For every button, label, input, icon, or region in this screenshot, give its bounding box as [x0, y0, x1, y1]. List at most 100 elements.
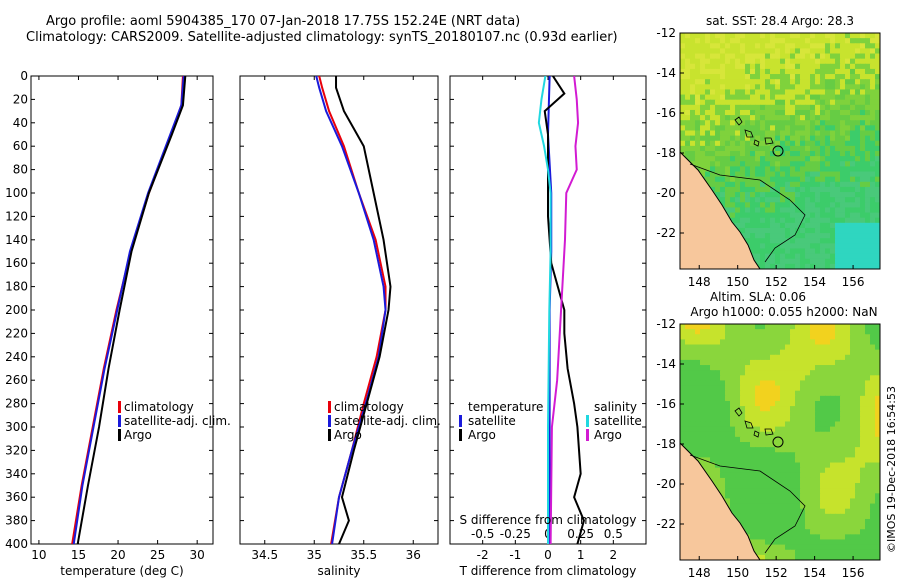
- map-cell: [735, 508, 741, 515]
- map-cell: [860, 140, 866, 147]
- map-cell: [875, 462, 880, 469]
- map-cell: [755, 33, 761, 39]
- map-cell: [765, 539, 771, 546]
- map-cell: [785, 192, 791, 198]
- map-cell: [750, 370, 756, 376]
- map-cell: [785, 324, 791, 330]
- map-cell: [805, 263, 811, 269]
- map-cell: [765, 74, 771, 80]
- map-cell: [815, 431, 821, 438]
- map-cell: [825, 212, 831, 219]
- map-cell: [735, 390, 741, 397]
- map-cell: [815, 544, 821, 551]
- map-cell: [765, 161, 771, 167]
- map-cell: [760, 84, 766, 91]
- map-cell: [875, 166, 880, 173]
- map-cell: [775, 253, 781, 260]
- map-cell: [810, 243, 816, 250]
- map-cell: [700, 104, 706, 111]
- map-cell: [805, 115, 811, 121]
- difference-xlabel: T difference from climatology: [459, 564, 637, 578]
- map-cell: [840, 48, 846, 55]
- map-x-tick-label: 148: [688, 275, 711, 289]
- map-cell: [705, 140, 711, 147]
- map-cell: [760, 334, 766, 340]
- map-cell: [780, 457, 786, 464]
- map-cell: [720, 400, 726, 407]
- map-cell: [720, 436, 726, 443]
- map-cell: [820, 513, 826, 520]
- map-cell: [710, 370, 716, 376]
- map-cell: [845, 68, 851, 75]
- map-cell: [785, 472, 791, 479]
- map-cell: [685, 431, 691, 438]
- map-cell: [845, 238, 851, 244]
- map-cell: [725, 477, 731, 484]
- map-cell: [785, 151, 791, 157]
- map-cell: [790, 156, 796, 162]
- map-cell: [785, 493, 791, 500]
- map-cell: [705, 452, 711, 458]
- map-cell: [700, 58, 706, 65]
- map-cell: [740, 109, 746, 116]
- map-cell: [725, 207, 731, 214]
- map-cell: [825, 534, 831, 541]
- map-cell: [690, 43, 696, 49]
- map-cell: [810, 498, 816, 505]
- map-cell: [760, 258, 766, 265]
- map-cell: [700, 84, 706, 91]
- map-cell: [865, 508, 871, 515]
- map-cell: [820, 534, 826, 541]
- map-cell: [825, 508, 831, 515]
- map-cell: [810, 192, 816, 198]
- map-cell: [725, 339, 731, 346]
- map-cell: [805, 68, 811, 75]
- map-cell: [860, 447, 866, 453]
- map-cell: [745, 436, 751, 443]
- map-cell: [720, 109, 726, 116]
- map-cell: [720, 156, 726, 162]
- map-cell: [810, 125, 816, 132]
- map-cell: [735, 171, 741, 178]
- map-cell: [845, 349, 851, 356]
- map-cell: [790, 457, 796, 464]
- map-cell: [860, 207, 866, 214]
- map-cell: [690, 339, 696, 346]
- map-cell: [780, 243, 786, 250]
- map-cell: [785, 442, 791, 448]
- map-cell: [830, 176, 836, 183]
- map-cell: [875, 544, 880, 551]
- map-cell: [840, 508, 846, 515]
- map-cell: [690, 324, 696, 330]
- map-cell: [830, 380, 836, 387]
- map-cell: [800, 339, 806, 346]
- map-cell: [870, 156, 876, 162]
- map-cell: [740, 171, 746, 178]
- map-cell: [700, 115, 706, 121]
- map-cell: [835, 120, 841, 126]
- legend-swatch-satellite: [328, 415, 331, 427]
- map-cell: [855, 513, 861, 520]
- map-cell: [790, 130, 796, 137]
- map-cell: [825, 472, 831, 479]
- map-cell: [770, 426, 776, 433]
- map-cell: [680, 385, 686, 392]
- map-cell: [830, 457, 836, 464]
- map-cell: [820, 518, 826, 525]
- map-cell: [710, 339, 716, 346]
- sla-map-subtitle: Argo h1000: 0.055 h2000: NaN: [690, 305, 877, 319]
- map-cell: [765, 120, 771, 126]
- map-cell: [845, 222, 851, 229]
- map-cell: [850, 431, 856, 438]
- map-cell: [760, 493, 766, 500]
- map-cell: [850, 248, 856, 255]
- map-cell: [810, 166, 816, 173]
- map-cell: [840, 339, 846, 346]
- map-cell: [865, 329, 871, 335]
- map-cell: [845, 524, 851, 530]
- map-x-tick-label: 154: [803, 566, 826, 580]
- map-cell: [850, 344, 856, 351]
- map-cell: [800, 68, 806, 75]
- map-cell: [775, 130, 781, 137]
- map-cell: [760, 222, 766, 229]
